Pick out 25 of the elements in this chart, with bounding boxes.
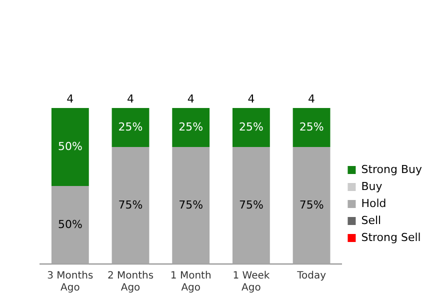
annotation: 4 (66, 92, 74, 106)
legend-label: Hold (361, 196, 386, 210)
annotation: 4 (248, 92, 255, 106)
data-label: 75% (299, 198, 324, 212)
data-label: 75% (178, 198, 204, 212)
annotation: 4 (308, 92, 316, 106)
data-label: 25% (178, 120, 204, 134)
x-tick-label: 1 Week Ago (232, 270, 270, 294)
x-tick-label: 2 Months Ago (107, 270, 154, 294)
data-label: 75% (238, 198, 264, 212)
x-tick-label: 1 Month Ago (170, 270, 212, 294)
data-label: 25% (299, 120, 324, 134)
data-label: 75% (118, 198, 143, 212)
x-tick-label: Today (296, 270, 326, 282)
annotation: 4 (187, 92, 194, 106)
legend-label: Strong Buy (361, 162, 422, 176)
legend-label: Strong Sell (361, 230, 421, 244)
data-label: 50% (58, 218, 82, 231)
x-tick-label: 3 Months Ago (47, 270, 94, 294)
annotation: 4 (127, 92, 134, 106)
data-label: 25% (238, 120, 264, 134)
legend-label: Sell (361, 214, 382, 227)
data-label: 50% (58, 140, 82, 153)
legend-label: Buy (361, 180, 383, 193)
data-label: 25% (118, 120, 143, 134)
